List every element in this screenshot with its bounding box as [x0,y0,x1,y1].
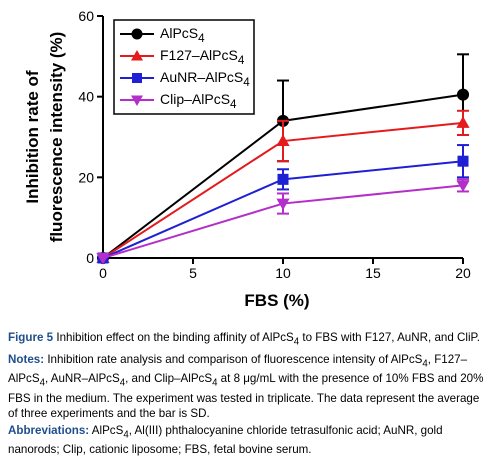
legend-label: AuNR–AlPcS4 [160,69,250,89]
figure-title: Figure 5 Inhibition effect on the bindin… [8,330,488,350]
legend-entry: AuNR–AlPcS4 [160,69,250,89]
y-axis-label: fluorescence intensity (%) [47,32,66,243]
data-point [277,173,289,185]
legend-label: AlPcS4 [160,25,205,45]
y-axis-label: Inhibition rate of [23,70,42,203]
chart: 0 20 40 60 0 5 10 15 20 FBS (%) Inhibition rate of… [23,8,471,310]
y-tick-label: 20 [78,169,94,185]
figure-text: Inhibition effect on the binding affinit… [56,331,480,348]
data-point [456,88,470,101]
data-point [276,198,290,211]
legend-label: Clip–AlPcS4 [160,91,237,111]
data-point [96,253,110,265]
series-layer [96,53,470,265]
x-tick-label: 0 [99,265,107,281]
data-point [456,116,470,128]
notes-text: Inhibition rate analysis and comparison … [8,352,484,420]
figure-caption: Figure 5 Inhibition effect on the bindin… [8,330,488,460]
data-point [457,155,469,167]
legend-entry: F127–AlPcS4 [160,47,245,67]
notes-label: Notes: [8,352,45,366]
legend-marker [131,95,143,106]
data-point [276,134,290,146]
x-tick-label: 20 [455,265,471,281]
legend-marker [131,28,143,40]
series-3 [96,178,470,265]
y-tick-label: 40 [78,89,94,105]
abbreviations-text: AlPcS4, Al(III) phthalocyanine chloride … [8,423,443,457]
x-tick-label: 5 [189,265,197,281]
data-point [456,180,470,192]
legend-marker [132,73,142,83]
figure-label: Figure 5 [8,331,54,344]
x-tick-label: 15 [365,265,381,281]
x-tick-label: 10 [275,265,291,281]
legend-marker [131,50,143,61]
x-axis-label: FBS (%) [244,291,309,310]
abbreviations: Abbreviations: AlPcS4, Al(III) phthalocy… [8,423,488,458]
legend-entry: AlPcS4 [160,25,205,45]
legend-label: F127–AlPcS4 [160,47,245,67]
y-tick-label: 60 [78,8,94,24]
y-tick-label: 0 [86,250,94,266]
notes: Notes: Inhibition rate analysis and comp… [8,352,488,421]
abbreviations-label: Abbreviations: [8,423,90,437]
axes: 0 20 40 60 0 5 10 15 20 FBS (%) Inhibition rate of… [23,8,471,310]
legend-entry: Clip–AlPcS4 [160,91,237,111]
